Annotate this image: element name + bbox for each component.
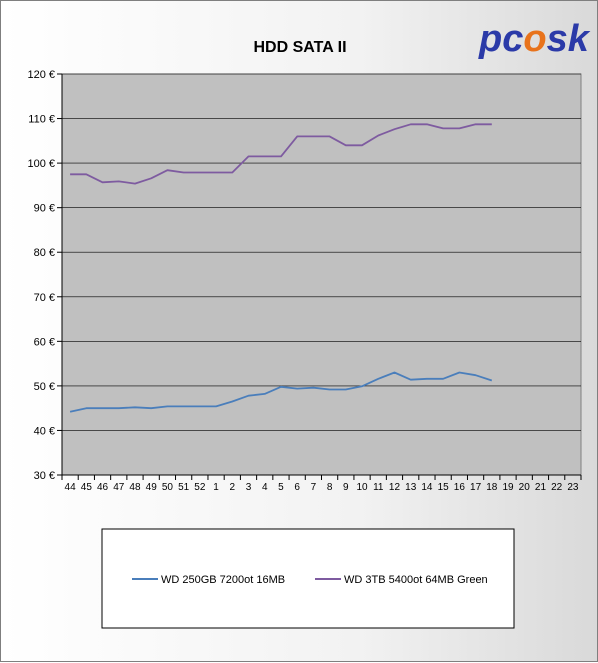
series-line-2	[70, 123, 492, 185]
x-tick-label: 15	[438, 482, 450, 493]
y-axis: 30 € 40 € 50 € 60 € 70 € 80 € 90 € 100 € 110 € 12…	[27, 69, 63, 482]
y-tick-label: 120 €	[27, 69, 55, 81]
x-axis: 44 45 46 47 48 49 50 51 52 1 2 3 4 5 6 7 8 9 10 11 12 13 14 15 1…	[61, 474, 582, 493]
x-tick-label: 44	[65, 482, 77, 493]
x-tick-label: 6	[294, 482, 300, 493]
x-tick-label: 22	[551, 482, 563, 493]
x-tick-label: 47	[113, 482, 125, 493]
x-tick-label: 46	[97, 482, 109, 493]
x-tick-label: 45	[81, 482, 93, 493]
x-tick-label: 18	[486, 482, 498, 493]
y-tick-label: 110 €	[28, 114, 55, 126]
y-tick-label: 30 €	[34, 470, 55, 482]
x-tick-label: 21	[535, 482, 547, 493]
y-tick-label: 70 €	[34, 292, 55, 304]
x-tick-label: 12	[389, 482, 401, 493]
x-tick-label: 9	[343, 482, 349, 493]
y-tick-label: 50 €	[34, 381, 55, 393]
x-tick-label: 48	[129, 482, 141, 493]
series-lines	[69, 123, 493, 413]
x-tick-label: 8	[327, 482, 333, 493]
x-tick-label: 11	[373, 482, 384, 493]
x-tick-label: 20	[519, 482, 531, 493]
logo: pcosk	[478, 18, 591, 60]
x-tick-label: 1	[213, 482, 219, 493]
x-tick-label: 5	[278, 482, 284, 493]
x-tick-label: 7	[311, 482, 317, 493]
legend-items: WD 250GB 7200ot 16MB WD 3TB 5400ot 64MB G…	[132, 574, 488, 586]
x-tick-label: 4	[262, 482, 268, 493]
y-tick-label: 100 €	[27, 158, 55, 170]
x-tick-label: 50	[162, 482, 174, 493]
y-tick-label: 90 €	[34, 203, 55, 215]
x-tick-label: 51	[178, 482, 190, 493]
x-tick-label: 10	[356, 482, 368, 493]
x-tick-label: 3	[246, 482, 252, 493]
x-tick-label: 52	[194, 482, 206, 493]
x-tick-label: 23	[567, 482, 579, 493]
chart-title: HDD SATA II	[253, 39, 346, 56]
x-tick-label: 13	[405, 482, 417, 493]
gridlines	[62, 73, 581, 431]
series-line-1	[69, 371, 493, 413]
legend	[101, 528, 515, 629]
y-tick-label: 60 €	[34, 336, 55, 348]
legend-label: WD 250GB 7200ot 16MB	[161, 574, 285, 586]
plot-area	[61, 73, 582, 476]
y-tick-label: 80 €	[34, 247, 55, 259]
x-tick-label: 14	[421, 482, 433, 493]
x-tick-label: 2	[230, 482, 236, 493]
y-tick-label: 40 €	[34, 425, 55, 437]
logo-text: pcosk	[478, 18, 591, 60]
x-tick-label: 19	[502, 482, 514, 493]
x-tick-label: 16	[454, 482, 466, 493]
x-tick-label: 49	[146, 482, 158, 493]
x-tick-label: 17	[470, 482, 482, 493]
legend-label: WD 3TB 5400ot 64MB Green	[344, 574, 488, 586]
